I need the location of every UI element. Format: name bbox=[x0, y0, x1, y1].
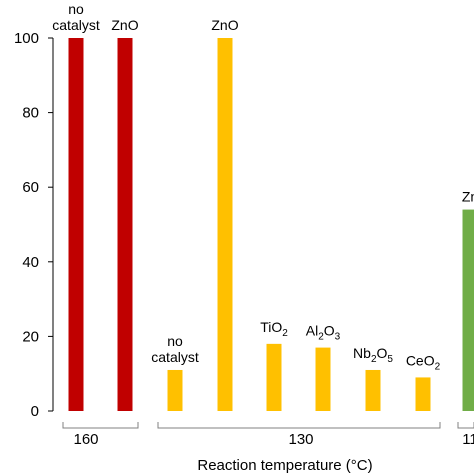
bar-label: no bbox=[167, 333, 183, 349]
bar bbox=[365, 369, 381, 411]
bar bbox=[117, 38, 133, 411]
bar bbox=[68, 38, 84, 411]
y-tick-label: 0 bbox=[31, 403, 39, 420]
y-tick-label: 100 bbox=[14, 30, 39, 47]
bar-label: no bbox=[68, 1, 84, 17]
group-axis: 160 130 11 bbox=[62, 422, 474, 448]
y-axis: 0 20 40 60 80 100 bbox=[14, 30, 54, 420]
group-bracket bbox=[62, 422, 139, 429]
bar-label: TiO2 bbox=[260, 319, 288, 339]
bars bbox=[68, 38, 474, 411]
bar-label: Nb2O5 bbox=[353, 345, 393, 365]
group-bracket bbox=[157, 422, 441, 429]
bar-label: Zn bbox=[462, 189, 474, 205]
bar bbox=[315, 347, 331, 411]
group-label: 130 bbox=[288, 431, 313, 448]
y-tick-label: 60 bbox=[22, 179, 39, 196]
bar-label: Al2O3 bbox=[306, 323, 341, 343]
y-tick-label: 20 bbox=[22, 328, 39, 345]
bar-label: ZnO bbox=[111, 17, 138, 33]
bar bbox=[462, 209, 474, 411]
bar bbox=[217, 38, 233, 411]
group-bracket bbox=[457, 422, 474, 429]
bar bbox=[266, 343, 282, 411]
bar-label: catalyst bbox=[151, 349, 199, 365]
bar-label: CeO2 bbox=[406, 352, 441, 372]
bar-label: ZnO bbox=[211, 17, 238, 33]
x-axis-title: Reaction temperature (°C) bbox=[197, 457, 372, 474]
bar bbox=[167, 369, 183, 411]
group-label: 11 bbox=[462, 431, 474, 448]
y-tick-label: 40 bbox=[22, 254, 39, 271]
bar-label: catalyst bbox=[52, 17, 100, 33]
bar bbox=[415, 377, 431, 411]
y-tick-label: 80 bbox=[22, 105, 39, 122]
group-label: 160 bbox=[73, 431, 98, 448]
